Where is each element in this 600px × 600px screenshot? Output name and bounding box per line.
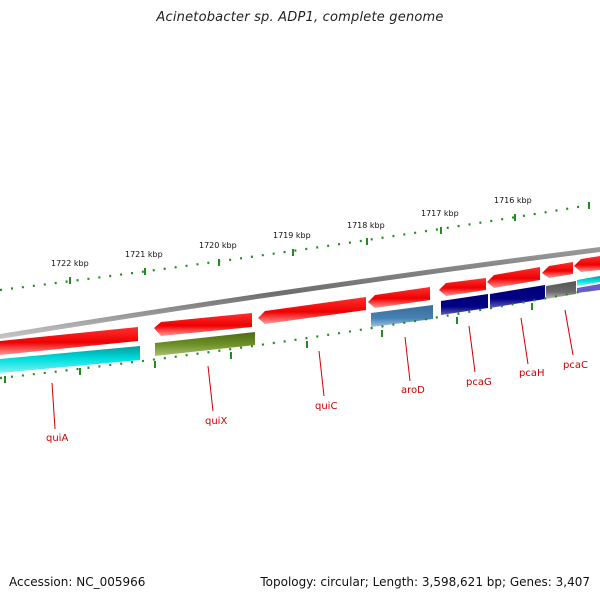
gene-bar-olive[interactable] (155, 332, 255, 356)
genome-backbone (0, 247, 600, 339)
kbp-tick-marks (69, 202, 590, 284)
forward-strand-genes (0, 256, 600, 355)
gene-arrow-aroD[interactable] (368, 287, 430, 308)
kbp-label-1719: 1719 kbp (273, 231, 311, 240)
gene-arrow-quiA[interactable] (0, 327, 138, 355)
gene-label-quiX[interactable]: quiX (205, 416, 227, 427)
gene-label-quiC[interactable]: quiC (315, 401, 337, 412)
genome-summary-label: Topology: circular; Length: 3,598,621 bp… (260, 575, 590, 589)
outer-ruler: 1722 kbp 1721 kbp 1720 kbp 1719 kbp 1718… (0, 196, 591, 292)
gene-bar-steelblue[interactable] (371, 305, 433, 327)
inner-ruler (0, 288, 591, 383)
gene-label-pcaG[interactable]: pcaG (466, 377, 492, 388)
gene-label-pcaH[interactable]: pcaH (519, 368, 545, 379)
reverse-strand-genes (0, 276, 600, 373)
gene-label-aroD[interactable]: aroD (401, 385, 425, 396)
kbp-label-1716: 1716 kbp (494, 196, 532, 205)
gene-arrow-pcaH[interactable] (487, 267, 540, 288)
kbp-label-1717: 1717 kbp (421, 209, 459, 218)
accession-label: Accession: NC_005966 (9, 575, 146, 589)
genome-title: Acinetobacter sp. ADP1, complete genome (156, 10, 444, 25)
gene-label-lines (51, 309, 574, 430)
gene-arrow-pcaG[interactable] (439, 278, 486, 296)
kbp-label-1718: 1718 kbp (347, 221, 385, 230)
kbp-label-1720: 1720 kbp (199, 241, 237, 250)
gene-arrow-pcaC[interactable] (542, 262, 573, 278)
kbp-label-1721: 1721 kbp (125, 250, 163, 259)
gene-arrow-quiX[interactable] (154, 313, 252, 336)
gene-arrow-quiC[interactable] (258, 297, 366, 324)
gene-arrow-edge[interactable] (574, 256, 600, 272)
gene-bar-navy-2[interactable] (490, 285, 545, 308)
gene-label-pcaC[interactable]: pcaC (563, 360, 588, 371)
gene-bar-purple-small[interactable] (577, 284, 600, 293)
gene-label-quiA[interactable]: quiA (46, 433, 68, 444)
gene-bar-gray[interactable] (546, 281, 576, 299)
gene-bar-cyan[interactable] (0, 346, 140, 373)
gene-bar-navy-1[interactable] (441, 294, 488, 315)
inner-kbp-tick-marks (4, 303, 533, 383)
kbp-label-1722: 1722 kbp (51, 259, 89, 268)
gene-bar-cyan-small[interactable] (577, 276, 600, 286)
